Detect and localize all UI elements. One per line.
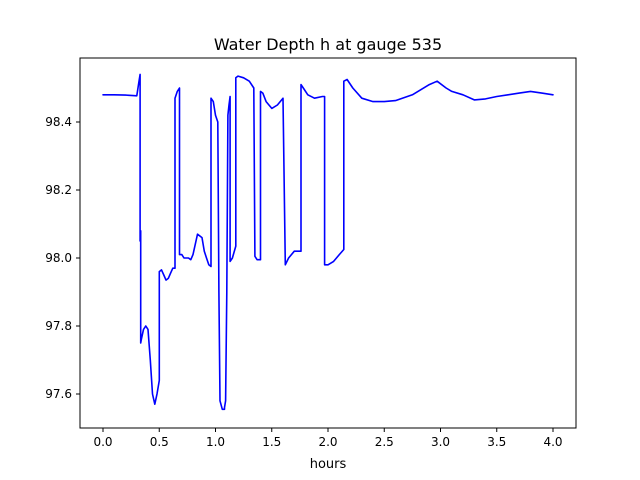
y-tick-label: 98.2: [45, 183, 72, 197]
y-tick-label: 98.4: [45, 115, 72, 129]
series-line-0: [102, 73, 554, 411]
x-tick-label: 3.5: [487, 435, 506, 449]
x-tick-label: 2.0: [318, 435, 337, 449]
x-tick-label: 2.5: [375, 435, 394, 449]
x-axis-label: hours: [310, 457, 347, 472]
chart-title: Water Depth h at gauge 535: [214, 35, 442, 54]
x-tick-label: 0.5: [150, 435, 169, 449]
plot-area: [102, 73, 554, 411]
x-tick-label: 0.0: [93, 435, 112, 449]
x-axis-ticks: 0.0 0.5 1.0 1.5 2.0 2.5 3.0 3.5 4.0: [93, 428, 563, 449]
x-tick-label: 3.0: [431, 435, 450, 449]
y-axis-ticks: 97.6 97.8 98.0 98.2 98.4: [45, 115, 80, 401]
plot-frame: [79, 57, 577, 429]
x-tick-label: 4.0: [543, 435, 562, 449]
y-tick-label: 97.8: [45, 319, 72, 333]
y-tick-label: 97.6: [45, 387, 72, 401]
x-tick-label: 1.0: [206, 435, 225, 449]
x-tick-label: 1.5: [262, 435, 281, 449]
y-tick-label: 98.0: [45, 251, 72, 265]
